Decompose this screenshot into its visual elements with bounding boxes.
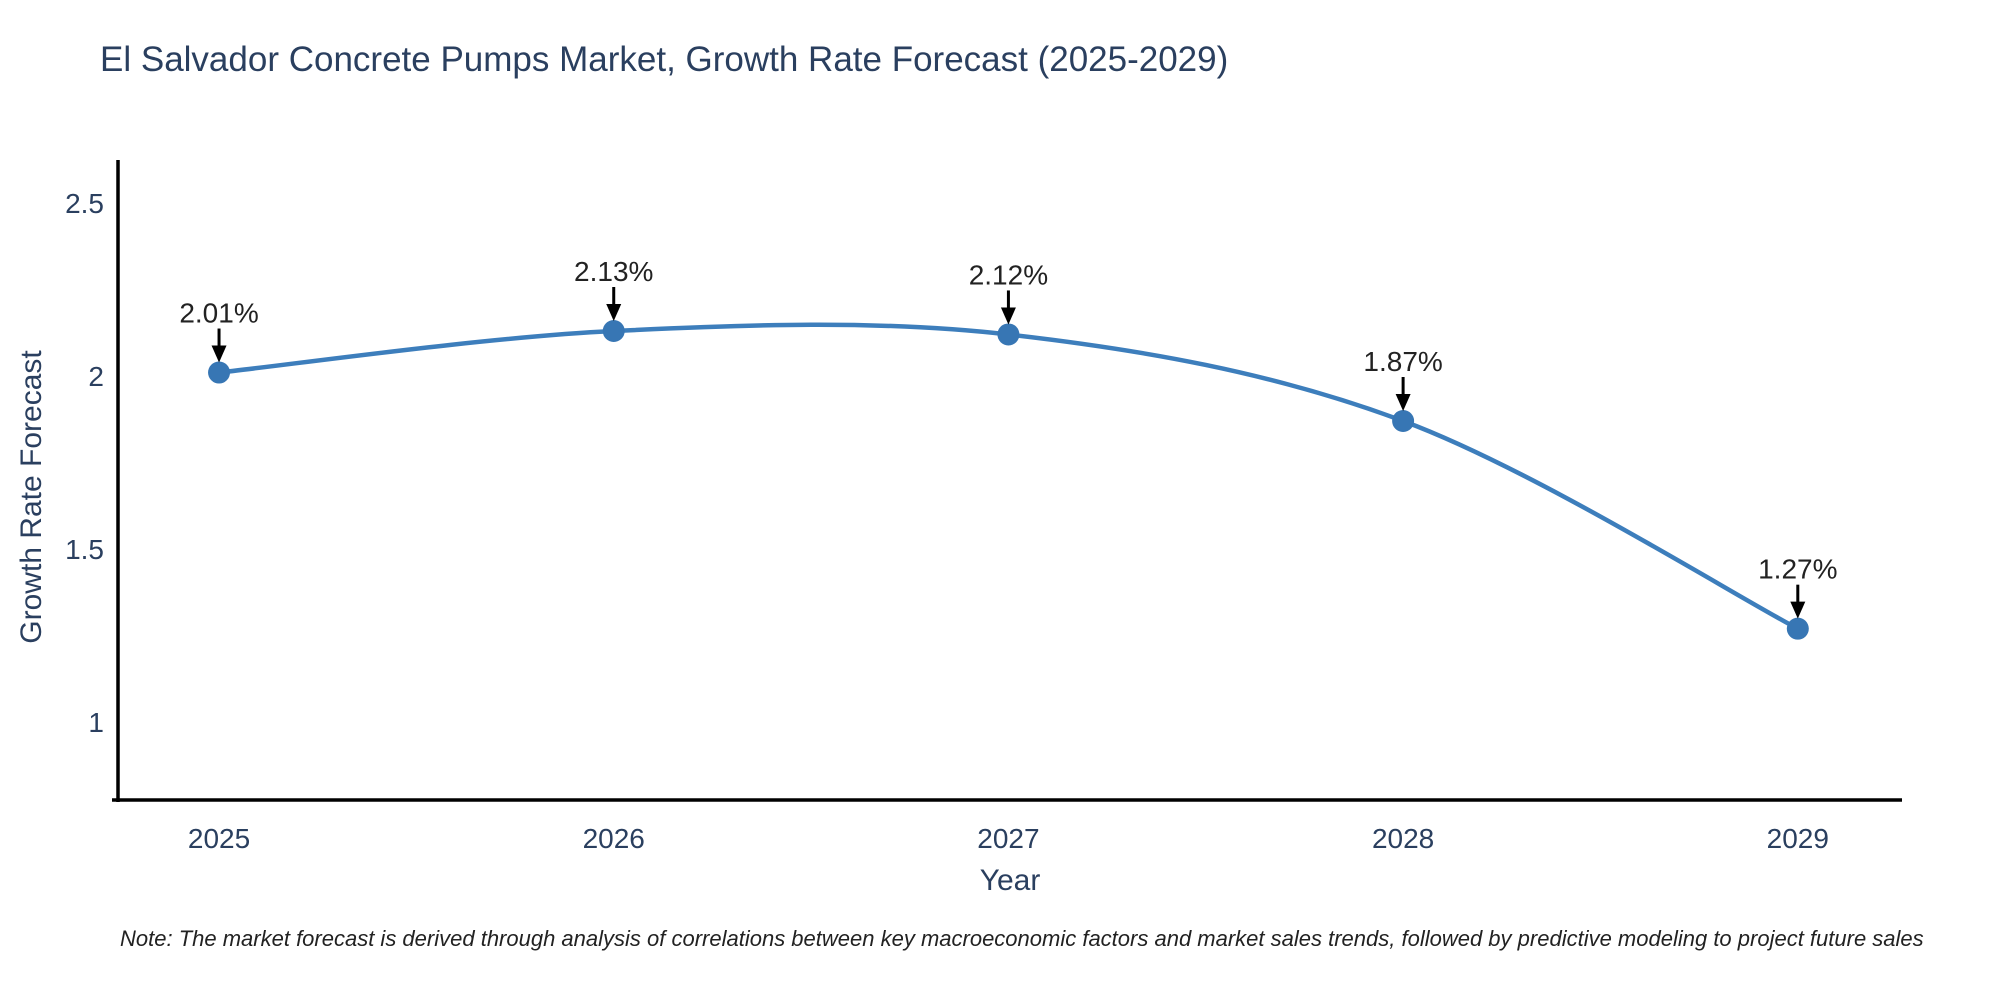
x-tick-label: 2025 [188,823,250,854]
data-point-marker[interactable] [1392,409,1415,432]
y-tick-label: 2 [88,361,104,392]
footnote: Note: The market forecast is derived thr… [120,926,1924,951]
point-annotation: 2.12% [969,259,1048,325]
point-value-label: 1.87% [1363,346,1442,377]
point-value-label: 2.12% [969,259,1048,290]
point-value-label: 2.01% [179,298,258,329]
y-tick-label: 1 [88,707,104,738]
axes [112,160,1902,802]
series-line [218,322,1799,631]
x-axis-title: Year [979,864,1041,897]
point-annotation: 1.27% [1758,554,1838,619]
annotation-arrow-head [1790,601,1806,619]
y-tick-label: 2.5 [65,188,104,219]
data-point-marker[interactable] [208,361,231,384]
annotation-arrow-head [1395,393,1411,411]
data-point-marker[interactable] [1786,617,1809,640]
point-value-label: 2.13% [574,256,653,287]
y-tick-label: 1.5 [65,534,104,565]
x-tick-label: 2026 [583,823,645,854]
point-annotation: 1.87% [1363,346,1443,411]
data-point-marker[interactable] [602,319,625,342]
data-point-marker[interactable] [997,323,1020,346]
annotation-arrow-head [211,345,227,363]
point-value-label: 1.27% [1758,554,1837,585]
x-tick-label: 2029 [1767,823,1829,854]
point-annotation: 2.01% [179,298,259,363]
x-tick-label: 2028 [1372,823,1434,854]
annotation-arrow-head [1000,307,1016,325]
chart-title: El Salvador Concrete Pumps Market, Growt… [100,40,1229,79]
x-tick-label: 2027 [977,823,1039,854]
annotation-arrow-head [606,303,622,321]
point-annotation: 2.13% [574,256,653,321]
